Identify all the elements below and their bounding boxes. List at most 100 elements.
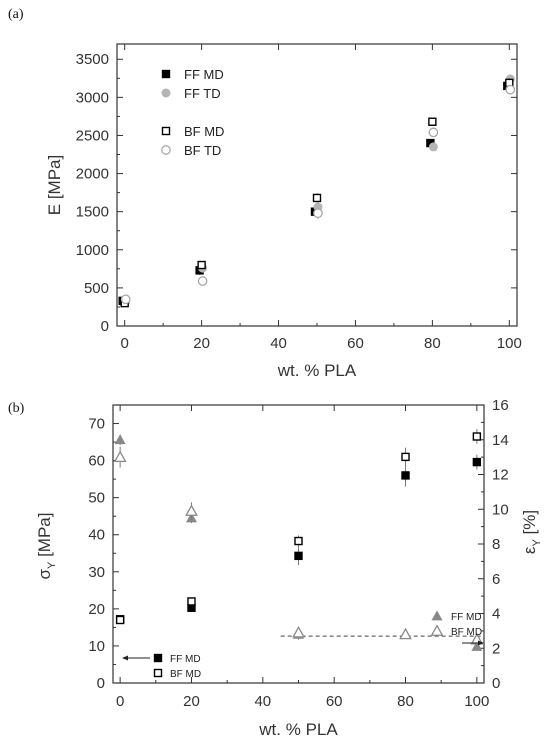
data-point: [399, 627, 412, 640]
legend-label: BF MD: [451, 627, 482, 638]
panel-a-chart: (a)0 20 40 60 80 1000500100015002000250030003…: [8, 7, 522, 380]
data-point: [505, 84, 516, 95]
y-right-tick-label: 2: [492, 640, 500, 657]
y-left-symbol: σ: [35, 568, 54, 579]
y-left-tick-label: 70: [88, 416, 105, 433]
y-right-axis-title: εY [%]: [520, 510, 543, 554]
legend-marker: [161, 69, 171, 79]
data-point: [187, 603, 196, 612]
x-tick-label: 20: [193, 335, 210, 352]
arrow-left-head: [122, 655, 128, 661]
y-tick-label: 500: [84, 280, 109, 297]
data-point: [472, 457, 482, 467]
data-point: [401, 471, 410, 480]
data-point: [401, 452, 410, 462]
legend-marker: [161, 88, 171, 98]
y-tick-label: 0: [101, 318, 109, 335]
y-right-tick-label: 0: [492, 675, 500, 692]
data-point: [292, 625, 305, 638]
x-tick-label: 40: [254, 693, 271, 710]
panel-label-b: (b): [8, 401, 25, 416]
y-left-tick-label: 60: [88, 453, 105, 470]
y-right-tick-label: 6: [492, 571, 500, 588]
legend-label: FF MD: [451, 612, 482, 623]
y-right-tick-label: 8: [492, 536, 500, 553]
x-tick-label: 0: [121, 335, 129, 352]
panel-label-a: (a): [8, 7, 24, 22]
plot-frame: [116, 43, 518, 327]
x-tick-label: 100: [464, 693, 489, 710]
data-point: [312, 193, 322, 203]
y-left-tick-label: 20: [88, 601, 105, 618]
x-tick-label: 20: [183, 693, 200, 710]
data-point: [471, 641, 483, 651]
y-tick-label: 3500: [76, 51, 109, 68]
data-point: [115, 615, 125, 625]
y-tick-label: 3000: [76, 89, 109, 106]
x-tick-label: 100: [497, 335, 522, 352]
data-point: [313, 208, 323, 219]
y-left-tick-label: 50: [88, 490, 105, 507]
legend-marker: [431, 610, 443, 621]
legend-label: FF MD: [170, 654, 201, 665]
data-point: [114, 434, 126, 445]
legend-label: FF TD: [184, 86, 221, 101]
data-point: [197, 260, 206, 270]
legend-a: FF MD FF TD BF MD BF TD: [161, 67, 224, 158]
legend-b-left: FF MD BF MD: [122, 653, 201, 680]
legend-label: FF MD: [184, 67, 224, 82]
y-left-unit: [MPa]: [35, 513, 54, 562]
arrow-right-head: [478, 640, 484, 646]
y-left-tick-label: 30: [88, 564, 105, 581]
legend-b-right: FF MD BF MD: [430, 610, 484, 646]
data-point: [187, 597, 196, 606]
y-right-symbol: ε: [520, 546, 539, 554]
x-axis-title: wt. % PLA: [258, 720, 338, 739]
data-point: [197, 276, 208, 286]
x-tick-label: 80: [424, 335, 441, 352]
legend-marker: [430, 624, 444, 636]
y-tick-label: 2000: [76, 166, 109, 183]
y-right-tick-label: 10: [492, 501, 509, 518]
series-left-bf-md: [115, 429, 482, 625]
x-tick-label: 60: [347, 335, 364, 352]
y-tick-label: 1000: [76, 242, 109, 259]
data-point: [428, 142, 438, 152]
y-right-tick-label: 14: [492, 432, 509, 449]
data-point: [113, 450, 127, 463]
y-left-tick-label: 10: [88, 638, 105, 655]
y-right-tick-label: 4: [492, 606, 500, 623]
x-axis-title: wt. % PLA: [277, 361, 357, 380]
y-left-subscript: Y: [46, 561, 58, 569]
legend-label: BF MD: [170, 669, 201, 680]
series-ff-md: [118, 81, 512, 306]
y-left-axis-title: σY [MPa]: [35, 513, 58, 580]
y-right-tick-label: 12: [492, 467, 509, 484]
data-point: [120, 294, 131, 305]
y-left-tick-label: 0: [97, 675, 105, 692]
x-tick-label: 40: [270, 335, 287, 352]
y-tick-label: 2500: [76, 127, 109, 144]
data-point: [428, 117, 437, 126]
data-point: [294, 551, 303, 561]
x-tick-label: 80: [397, 693, 414, 710]
y-tick-label: 1500: [76, 204, 109, 221]
data-point: [472, 432, 482, 441]
legend-marker: [153, 668, 163, 678]
y-left-tick-label: 40: [88, 527, 105, 544]
legend-marker: [153, 653, 163, 663]
series-bf-md: [120, 78, 514, 308]
x-tick-label: 0: [116, 693, 124, 710]
y-axis-title: E [MPa]: [45, 155, 64, 215]
x-tick-label: 60: [326, 693, 343, 710]
series-bf-td: [120, 84, 516, 305]
y-right-subscript: Y: [531, 539, 543, 547]
legend-marker: [161, 126, 171, 136]
data-point: [294, 536, 303, 546]
data-point: [426, 138, 435, 148]
y-right-unit: [%]: [520, 510, 539, 539]
data-point: [428, 127, 439, 138]
series-ff-td: [121, 74, 515, 307]
legend-label: BF MD: [184, 124, 224, 139]
